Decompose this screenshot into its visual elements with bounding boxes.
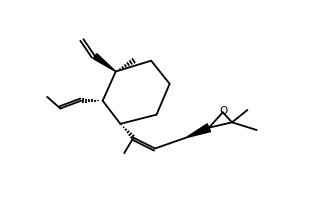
Polygon shape xyxy=(93,54,116,71)
Polygon shape xyxy=(186,124,211,138)
Text: O: O xyxy=(219,106,228,116)
